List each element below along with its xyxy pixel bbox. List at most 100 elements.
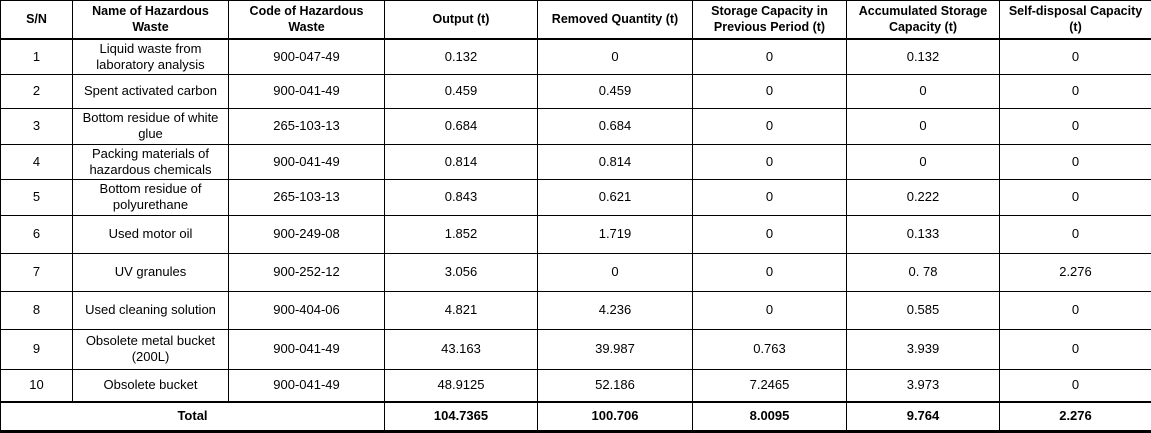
cell-removed: 0.621 <box>538 180 693 216</box>
table-row: 4 Packing materials of hazardous chemica… <box>1 144 1151 180</box>
cell-self-disposal: 0 <box>1000 291 1151 329</box>
cell-removed: 0.459 <box>538 75 693 109</box>
cell-sn: 3 <box>1 109 73 145</box>
cell-code: 900-249-08 <box>229 215 385 253</box>
cell-name: Used cleaning solution <box>73 291 229 329</box>
cell-self-disposal: 0 <box>1000 75 1151 109</box>
cell-name: Obsolete metal bucket (200L) <box>73 329 229 369</box>
cell-name: Used motor oil <box>73 215 229 253</box>
cell-sn: 6 <box>1 215 73 253</box>
cell-storage-prev: 0.763 <box>693 329 847 369</box>
header-self-disposal: Self-disposal Capacity (t) <box>1000 1 1151 39</box>
header-removed: Removed Quantity (t) <box>538 1 693 39</box>
cell-accumulated: 0.585 <box>847 291 1000 329</box>
cell-self-disposal: 0 <box>1000 39 1151 75</box>
header-sn: S/N <box>1 1 73 39</box>
cell-name: Obsolete bucket <box>73 369 229 402</box>
cell-code: 900-404-06 <box>229 291 385 329</box>
cell-sn: 2 <box>1 75 73 109</box>
cell-accumulated: 0 <box>847 109 1000 145</box>
cell-code: 900-252-12 <box>229 253 385 291</box>
header-code: Code of Hazardous Waste <box>229 1 385 39</box>
table-row: 5 Bottom residue of polyurethane 265-103… <box>1 180 1151 216</box>
cell-name: Spent activated carbon <box>73 75 229 109</box>
cell-removed: 1.719 <box>538 215 693 253</box>
cell-storage-prev: 0 <box>693 291 847 329</box>
cell-sn: 8 <box>1 291 73 329</box>
header-output: Output (t) <box>385 1 538 39</box>
cell-storage-prev: 0 <box>693 39 847 75</box>
table-row: 1 Liquid waste from laboratory analysis … <box>1 39 1151 75</box>
cell-output: 0.459 <box>385 75 538 109</box>
cell-accumulated: 0.132 <box>847 39 1000 75</box>
cell-storage-prev: 7.2465 <box>693 369 847 402</box>
cell-storage-prev: 0 <box>693 253 847 291</box>
cell-storage-prev: 0 <box>693 109 847 145</box>
cell-accumulated: 0.133 <box>847 215 1000 253</box>
cell-code: 900-041-49 <box>229 369 385 402</box>
cell-name: Bottom residue of white glue <box>73 109 229 145</box>
cell-name: UV granules <box>73 253 229 291</box>
cell-self-disposal: 0 <box>1000 144 1151 180</box>
cell-sn: 1 <box>1 39 73 75</box>
cell-accumulated: 0 <box>847 144 1000 180</box>
cell-sn: 9 <box>1 329 73 369</box>
cell-removed: 52.186 <box>538 369 693 402</box>
cell-sn: 4 <box>1 144 73 180</box>
cell-self-disposal: 0 <box>1000 180 1151 216</box>
cell-removed: 0 <box>538 39 693 75</box>
cell-output: 48.9125 <box>385 369 538 402</box>
cell-storage-prev: 0 <box>693 144 847 180</box>
cell-self-disposal: 0 <box>1000 329 1151 369</box>
cell-self-disposal: 0 <box>1000 215 1151 253</box>
cell-storage-prev: 0 <box>693 215 847 253</box>
cell-output: 43.163 <box>385 329 538 369</box>
table-row: 2 Spent activated carbon 900-041-49 0.45… <box>1 75 1151 109</box>
cell-sn: 7 <box>1 253 73 291</box>
header-storage-prev: Storage Capacity in Previous Period (t) <box>693 1 847 39</box>
cell-accumulated: 3.939 <box>847 329 1000 369</box>
cell-code: 265-103-13 <box>229 180 385 216</box>
cell-storage-prev: 0 <box>693 75 847 109</box>
cell-output: 0.132 <box>385 39 538 75</box>
cell-code: 900-041-49 <box>229 329 385 369</box>
header-name: Name of Hazardous Waste <box>73 1 229 39</box>
cell-accumulated: 0 <box>847 75 1000 109</box>
cell-name: Liquid waste from laboratory analysis <box>73 39 229 75</box>
cell-output: 0.814 <box>385 144 538 180</box>
cell-code: 265-103-13 <box>229 109 385 145</box>
cell-removed: 0 <box>538 253 693 291</box>
cell-accumulated: 0. 78 <box>847 253 1000 291</box>
cell-output: 3.056 <box>385 253 538 291</box>
cell-removed: 39.987 <box>538 329 693 369</box>
cell-storage-prev: 0 <box>693 180 847 216</box>
cell-removed: 0.814 <box>538 144 693 180</box>
header-row: S/N Name of Hazardous Waste Code of Haza… <box>1 1 1151 39</box>
cell-accumulated: 0.222 <box>847 180 1000 216</box>
cell-name: Packing materials of hazardous chemicals <box>73 144 229 180</box>
table-row: 8 Used cleaning solution 900-404-06 4.82… <box>1 291 1151 329</box>
cell-output: 0.684 <box>385 109 538 145</box>
cell-self-disposal: 0 <box>1000 369 1151 402</box>
cell-self-disposal: 2.276 <box>1000 253 1151 291</box>
table-row: 3 Bottom residue of white glue 265-103-1… <box>1 109 1151 145</box>
cell-output: 1.852 <box>385 215 538 253</box>
header-accumulated: Accumulated Storage Capacity (t) <box>847 1 1000 39</box>
cell-self-disposal: 0 <box>1000 109 1151 145</box>
cell-sn: 10 <box>1 369 73 402</box>
table-row: 6 Used motor oil 900-249-08 1.852 1.719 … <box>1 215 1151 253</box>
cell-code: 900-047-49 <box>229 39 385 75</box>
cell-removed: 4.236 <box>538 291 693 329</box>
cell-removed: 0.684 <box>538 109 693 145</box>
cell-code: 900-041-49 <box>229 144 385 180</box>
cell-output: 4.821 <box>385 291 538 329</box>
cell-name: Bottom residue of polyurethane <box>73 180 229 216</box>
cell-output: 0.843 <box>385 180 538 216</box>
table-row: 9 Obsolete metal bucket (200L) 900-041-4… <box>1 329 1151 369</box>
table-row: 7 UV granules 900-252-12 3.056 0 0 0. 78… <box>1 253 1151 291</box>
table-row: 10 Obsolete bucket 900-041-49 48.9125 52… <box>1 369 1151 402</box>
cell-accumulated: 3.973 <box>847 369 1000 402</box>
cell-code: 900-041-49 <box>229 75 385 109</box>
cell-sn: 5 <box>1 180 73 216</box>
